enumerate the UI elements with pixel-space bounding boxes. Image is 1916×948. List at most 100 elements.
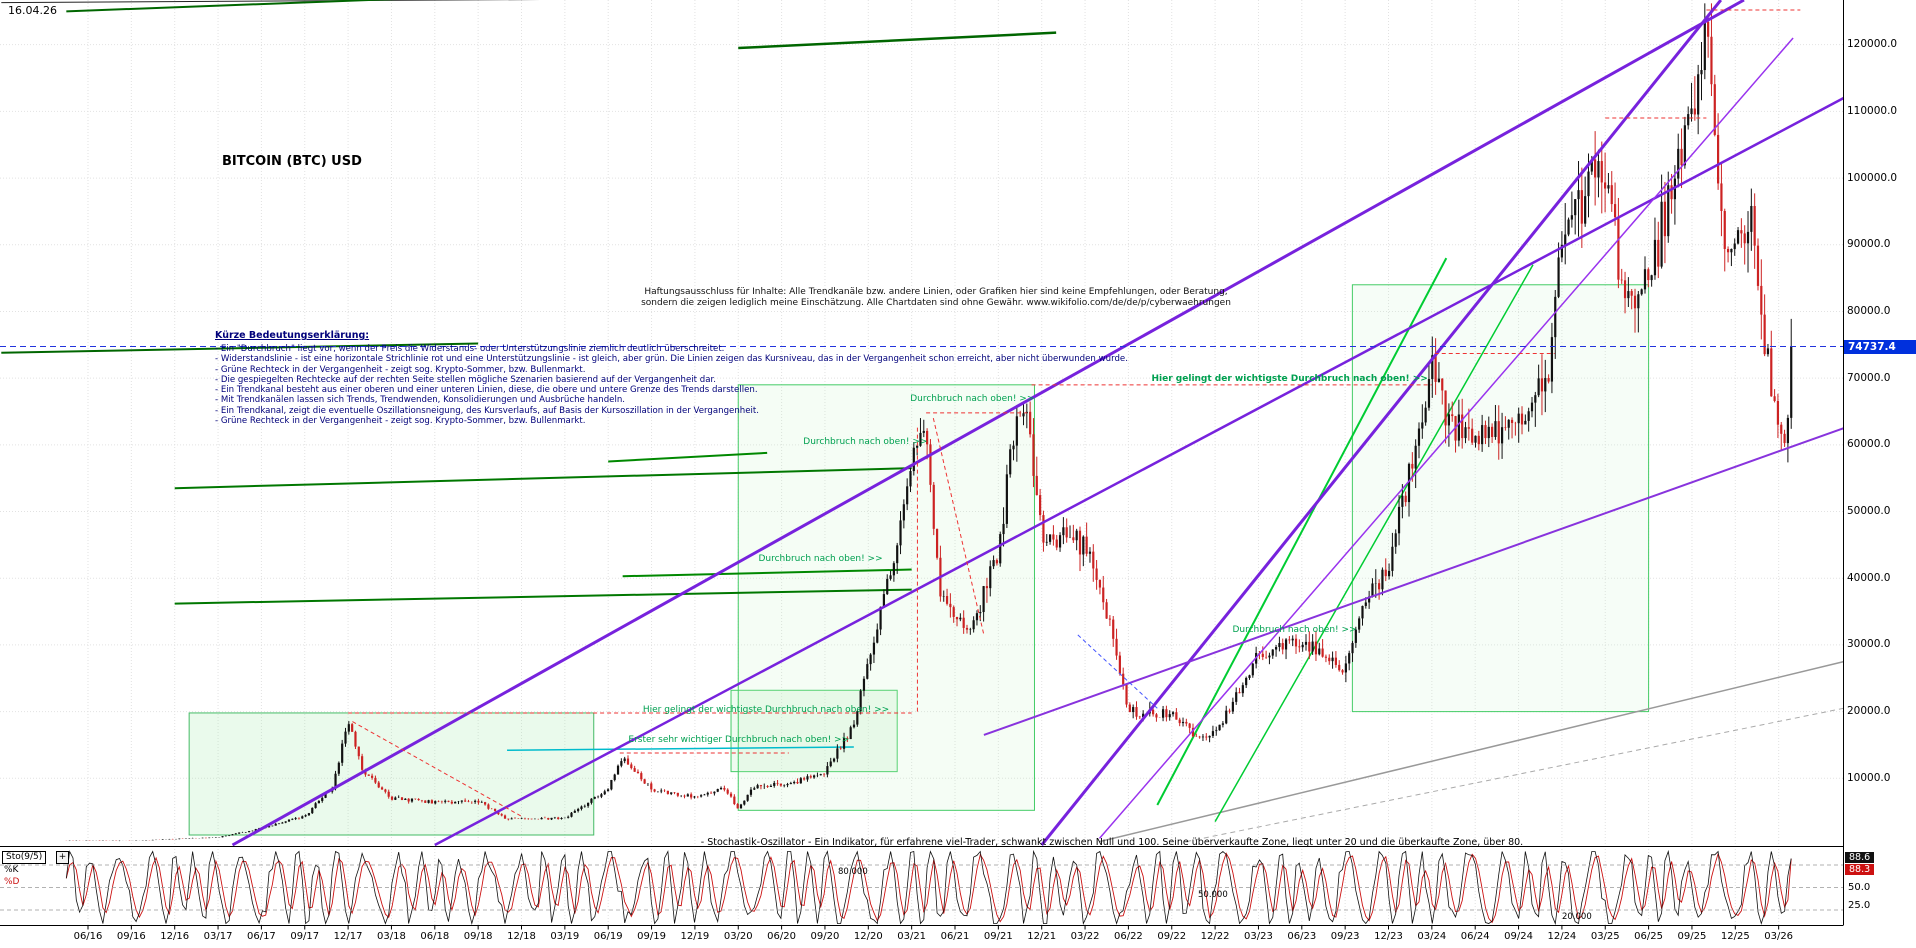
x-axis-label: 09/19 <box>637 931 666 942</box>
legend-item: - Ein Trendkanal, zeigt die eventuelle O… <box>215 405 759 416</box>
price-tick-label: 110000.0 <box>1847 104 1898 117</box>
annotation: Durchbruch nach oben! >> <box>1232 625 1357 636</box>
breakout-zone-box-2020 <box>730 689 898 773</box>
x-axis-label: 09/24 <box>1504 931 1533 942</box>
current-price-badge: 74737.4 <box>1844 339 1916 354</box>
x-axis-label: 03/21 <box>897 931 927 942</box>
price-tick-label: 30000.0 <box>1847 638 1891 651</box>
stoch-d-line <box>65 852 1792 924</box>
x-axis-label: 03/25 <box>1590 931 1620 942</box>
downtrend-dashed-2018 <box>352 721 522 817</box>
x-axis-label: 09/18 <box>463 931 493 942</box>
resistance-green-55k <box>174 467 912 490</box>
gray-trendline-2 <box>1186 707 1844 843</box>
long-term-resistance-top <box>1 0 541 4</box>
price-tick-label: 120000.0 <box>1847 38 1898 51</box>
x-axis-label: 06/25 <box>1634 931 1663 942</box>
x-axis-label: 06/20 <box>767 931 796 942</box>
stoch-k-value-badge: 88.6 <box>1845 852 1875 863</box>
indicator-add-button[interactable]: + <box>56 851 69 864</box>
purple-support-right <box>983 427 1845 736</box>
x-axis-label: 06/19 <box>593 931 623 942</box>
x-axis-label: 06/17 <box>246 931 276 942</box>
price-tick-label: 50000.0 <box>1847 505 1891 518</box>
legend-item: - Grüne Rechteck in der Vergangenheit - … <box>215 416 586 427</box>
breakout-level-41k <box>622 568 912 578</box>
annotation: Durchbruch nach oben! >> <box>910 394 1035 405</box>
x-axis-label: 03/20 <box>723 931 753 942</box>
x-axis-label: 03/26 <box>1764 931 1794 942</box>
legend-heading: Kürze Bedeutungserklärung: <box>215 330 370 341</box>
stoch-d-value-badge: 88.3 <box>1845 864 1875 875</box>
legend-item: - Grüne Rechteck in der Vergangenheit - … <box>215 364 586 375</box>
stoch-d-label: %D <box>4 877 20 887</box>
oscillator-level-label: 80.000 <box>838 867 868 877</box>
page-title: BITCOIN (BTC) USD <box>222 154 362 169</box>
price-tick-label: 40000.0 <box>1847 571 1891 584</box>
annotation: Erster sehr wichtiger Durchbruch nach ob… <box>628 735 850 746</box>
disclaimer: Haftungsausschluss für Inhalte: Alle Tre… <box>641 287 1231 309</box>
price-tick-label: 80000.0 <box>1847 304 1891 317</box>
x-axis-label: 12/21 <box>1027 931 1057 942</box>
legend-item: - Ein Trendkanal besteht aus einer obere… <box>215 385 758 396</box>
x-axis-label: 12/23 <box>1374 931 1403 942</box>
price-tick-label: 100000.0 <box>1847 171 1898 184</box>
purple-uptrend-main <box>231 0 1745 847</box>
breakout-level-58k <box>608 451 768 463</box>
price-tick-label: 10000.0 <box>1847 771 1891 784</box>
stoch-k-line <box>65 849 1792 926</box>
gray-trendline-1 <box>1099 660 1844 843</box>
legend-items: - Ein "Durchbruch" liegt vor, wenn der P… <box>215 344 1128 426</box>
x-axis-label: 06/24 <box>1460 931 1490 942</box>
x-axis-label: 09/25 <box>1677 931 1707 942</box>
x-axis-label: 12/19 <box>680 931 710 942</box>
x-axis-label: 09/22 <box>1157 931 1187 942</box>
date-label: 16.04.26 <box>8 4 57 17</box>
x-axis-label: 03/17 <box>203 931 233 942</box>
x-axis-label: 03/19 <box>550 931 580 942</box>
price-tick-label: 20000.0 <box>1847 705 1891 718</box>
price-tick-label: 70000.0 <box>1847 371 1891 384</box>
stoch-k-label: %K <box>4 865 19 875</box>
annotation: Hier gelingt der wichtigste Durchbruch n… <box>642 705 890 716</box>
x-axis-label: 12/22 <box>1200 931 1230 942</box>
candlestick-series <box>65 3 1793 842</box>
x-axis-label: 06/16 <box>73 931 103 942</box>
purple-uptrend-lower <box>434 96 1845 847</box>
bull-market-box-2020-2021 <box>737 384 1035 811</box>
violet-channel-thin <box>1098 37 1794 839</box>
oscillator-description: - Stochastik-Oszillator - Ein Indikator,… <box>700 837 1524 848</box>
indicator-settings-button[interactable]: Sto(9/5) <box>2 851 47 864</box>
annotation: Durchbruch nach oben! >> <box>758 553 883 564</box>
x-axis-label: 06/22 <box>1113 931 1143 942</box>
annotation: Durchbruch nach oben! >> <box>803 437 928 448</box>
x-axis-label: 09/17 <box>290 931 320 942</box>
x-axis-label: 12/25 <box>1720 931 1750 942</box>
oscillator-axis-label: 25.0 <box>1848 900 1871 912</box>
disclaimer-line2: sondern die zeigen lediglich meine Einsc… <box>641 298 1231 308</box>
oscillator-level-label: 20.000 <box>1562 912 1592 922</box>
x-axis-label: 03/23 <box>1244 931 1273 942</box>
legend-block: Kürze Bedeutungserklärung: - Ein "Durchb… <box>215 330 1128 426</box>
x-axis-label: 09/23 <box>1330 931 1360 942</box>
oscillator-axis-label: 50.0 <box>1848 881 1871 893</box>
x-axis-label: 12/17 <box>333 931 363 942</box>
support-green-top-center <box>738 31 1057 50</box>
x-axis-label: 03/18 <box>377 931 406 942</box>
x-axis-label: 06/18 <box>420 931 450 942</box>
annotation: Hier gelingt der wichtigste Durchbruch n… <box>1151 373 1428 384</box>
price-tick-label: 60000.0 <box>1847 438 1891 451</box>
scenario-box-2023-2025 <box>1351 284 1650 713</box>
bull-market-box-2017 <box>188 712 595 836</box>
x-axis-label: 09/21 <box>983 931 1013 942</box>
legend-item: - Die gespiegelten Rechtecke auf der rec… <box>215 374 716 385</box>
downtrend-dashed-2021 <box>932 418 985 636</box>
legend-item: - Ein "Durchbruch" liegt vor, wenn der P… <box>215 344 725 354</box>
support-green-top-left <box>66 0 397 13</box>
x-axis-label: 12/24 <box>1547 931 1577 942</box>
legend-item: - Mit Trendkanälen lassen sich Trends, T… <box>215 395 626 406</box>
resistance-green-75k <box>1 342 479 354</box>
green-channel-steep-1 <box>1156 257 1448 806</box>
